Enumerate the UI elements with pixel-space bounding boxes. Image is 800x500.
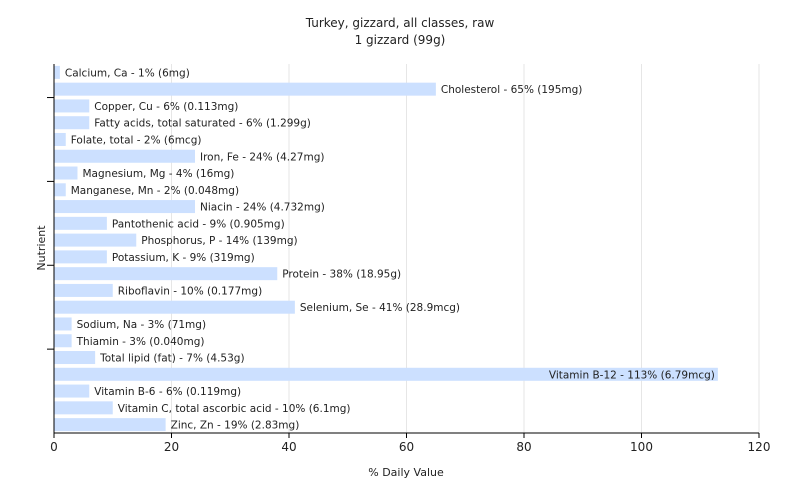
bar-label: Folate, total - 2% (6mcg)	[71, 134, 202, 146]
bar	[54, 132, 66, 146]
bar-label: Niacin - 24% (4.732mg)	[200, 202, 325, 214]
bar-label: Manganese, Mn - 2% (0.048mg)	[71, 185, 239, 197]
bar-label: Vitamin B-12 - 113% (6.79mcg)	[549, 369, 715, 381]
bar	[54, 82, 436, 96]
bar	[54, 351, 96, 365]
x-tick-label: 40	[281, 440, 296, 454]
x-tick-label: 80	[516, 440, 531, 454]
bar-label: Phosphorus, P - 14% (139mg)	[141, 235, 297, 247]
x-tick-label: 120	[748, 440, 771, 454]
bar-label: Zinc, Zn - 19% (2.83mg)	[171, 420, 300, 432]
bar-label: Fatty acids, total saturated - 6% (1.299…	[94, 118, 311, 130]
bar	[54, 250, 107, 264]
x-tick-label: 100	[630, 440, 653, 454]
bar	[54, 283, 113, 297]
bar	[54, 216, 107, 230]
x-ticks: 0 20 40 60 80 100 120	[50, 433, 770, 454]
bar	[54, 418, 166, 432]
bar-label: Thiamin - 3% (0.040mg)	[76, 336, 205, 348]
y-axis-title: Nutrient	[35, 225, 48, 271]
bar	[54, 384, 90, 398]
bar	[54, 267, 278, 281]
bar	[54, 401, 113, 415]
bar-label: Vitamin C, total ascorbic acid - 10% (6.…	[118, 403, 351, 415]
bar-label: Protein - 38% (18.95g)	[282, 269, 401, 281]
bar	[54, 65, 60, 79]
chart-subtitle: 1 gizzard (99g)	[355, 33, 446, 47]
bar	[54, 116, 90, 130]
chart-title: Turkey, gizzard, all classes, raw	[305, 16, 495, 30]
bar-label: Vitamin B-6 - 6% (0.119mg)	[94, 386, 241, 398]
bar	[54, 99, 90, 113]
bar-label: Copper, Cu - 6% (0.113mg)	[94, 101, 238, 113]
bar	[54, 200, 195, 214]
bar	[54, 367, 718, 381]
bar-label: Magnesium, Mg - 4% (16mg)	[83, 168, 235, 180]
bar-label: Selenium, Se - 41% (28.9mcg)	[300, 302, 460, 314]
bar-label: Total lipid (fat) - 7% (4.53g)	[99, 353, 244, 365]
bar	[54, 317, 72, 331]
bar-label: Pantothenic acid - 9% (0.905mg)	[112, 218, 285, 230]
bars: Calcium, Ca - 1% (6mg) Cholesterol - 65% …	[54, 65, 718, 432]
bar	[54, 300, 295, 314]
bar-label: Riboflavin - 10% (0.177mg)	[118, 285, 262, 297]
bar-label: Calcium, Ca - 1% (6mg)	[65, 67, 190, 79]
x-tick-label: 0	[50, 440, 58, 454]
x-axis-title: % Daily Value	[368, 466, 444, 479]
bar-label: Cholesterol - 65% (195mg)	[441, 84, 583, 96]
bar	[54, 233, 137, 247]
x-tick-label: 60	[399, 440, 414, 454]
bar-label: Potassium, K - 9% (319mg)	[112, 252, 255, 264]
bar	[54, 166, 78, 180]
bar-label: Iron, Fe - 24% (4.27mg)	[200, 151, 324, 163]
x-tick-label: 20	[164, 440, 179, 454]
bar	[54, 149, 195, 163]
bar	[54, 183, 66, 197]
bar-label: Sodium, Na - 3% (71mg)	[77, 319, 206, 331]
bar	[54, 334, 72, 348]
